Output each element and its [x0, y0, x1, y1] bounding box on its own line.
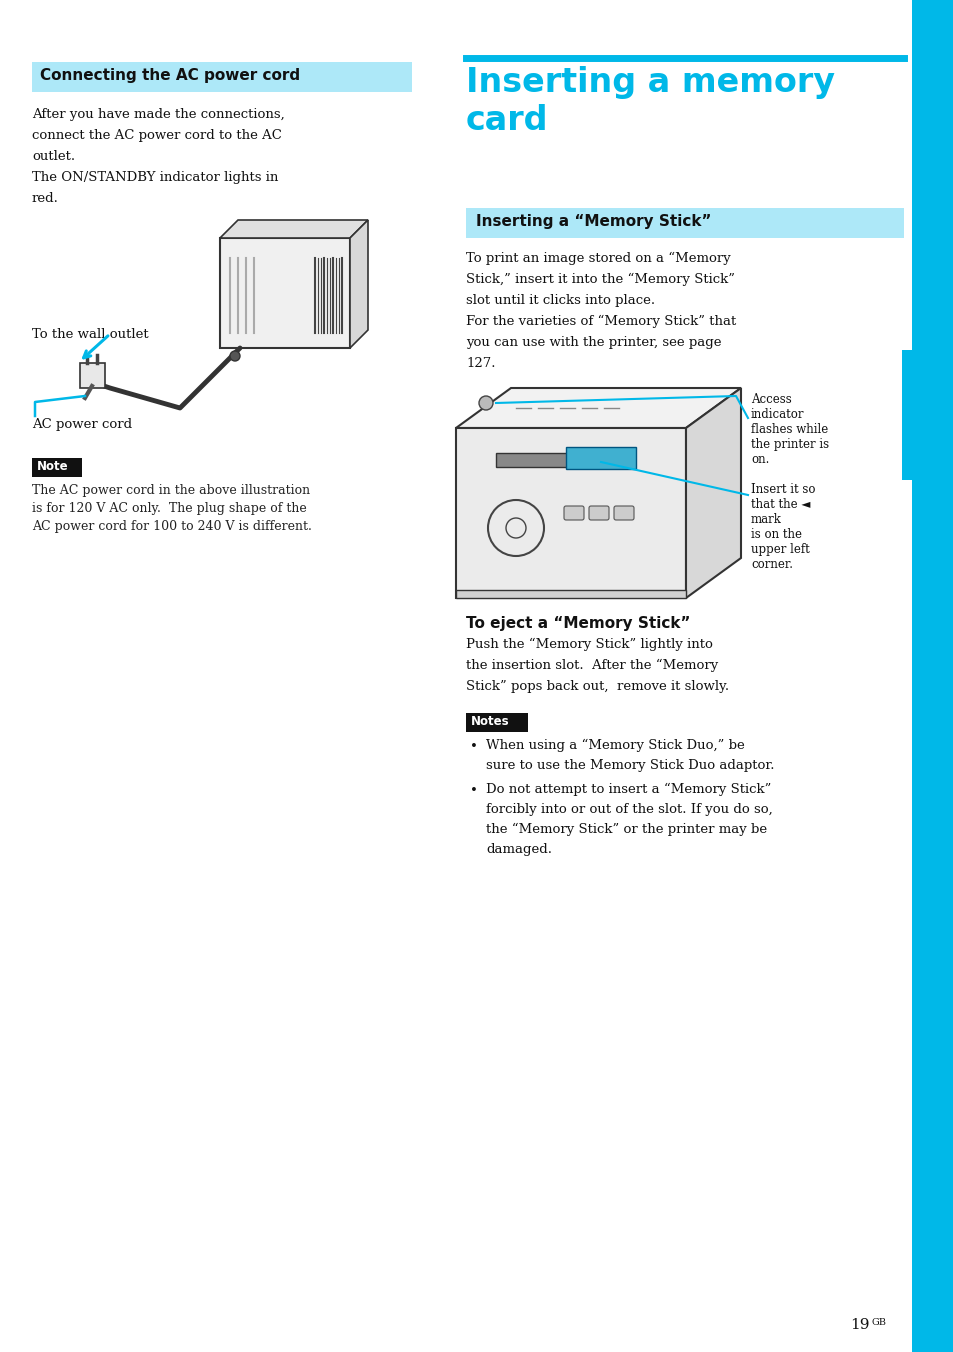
Text: flashes while: flashes while: [750, 423, 827, 435]
Text: you can use with the printer, see page: you can use with the printer, see page: [465, 337, 720, 349]
Text: 127.: 127.: [465, 357, 495, 370]
Text: 19: 19: [850, 1318, 869, 1332]
Text: Notes: Notes: [471, 715, 509, 727]
Text: The ON/STANDBY indicator lights in: The ON/STANDBY indicator lights in: [32, 170, 278, 184]
Bar: [456, 589, 685, 598]
Text: Insert it so: Insert it so: [750, 483, 815, 496]
FancyBboxPatch shape: [588, 506, 608, 521]
Text: on.: on.: [750, 453, 768, 466]
FancyBboxPatch shape: [565, 448, 636, 469]
Bar: [901, 350, 911, 480]
Text: outlet.: outlet.: [32, 150, 75, 164]
Bar: [220, 238, 350, 347]
FancyBboxPatch shape: [614, 506, 634, 521]
Text: the “Memory Stick” or the printer may be: the “Memory Stick” or the printer may be: [485, 823, 766, 837]
Bar: [32, 458, 82, 477]
Bar: [32, 62, 412, 92]
Polygon shape: [456, 429, 685, 598]
Text: •: •: [470, 784, 477, 796]
Text: Access: Access: [750, 393, 791, 406]
Bar: [911, 0, 953, 1352]
FancyBboxPatch shape: [563, 506, 583, 521]
Text: connect the AC power cord to the AC: connect the AC power cord to the AC: [32, 128, 281, 142]
Text: forcibly into or out of the slot. If you do so,: forcibly into or out of the slot. If you…: [485, 803, 772, 817]
Text: The AC power cord in the above illustration: The AC power cord in the above illustrat…: [32, 484, 310, 498]
Polygon shape: [220, 220, 368, 238]
Text: damaged.: damaged.: [485, 844, 552, 856]
Text: that the ◄: that the ◄: [750, 498, 809, 511]
Text: Push the “Memory Stick” lightly into: Push the “Memory Stick” lightly into: [465, 638, 712, 652]
Text: is for 120 V AC only.  The plug shape of the: is for 120 V AC only. The plug shape of …: [32, 502, 307, 515]
Text: slot until it clicks into place.: slot until it clicks into place.: [465, 293, 655, 307]
Text: When using a “Memory Stick Duo,” be: When using a “Memory Stick Duo,” be: [485, 740, 744, 752]
Text: Inserting a “Memory Stick”: Inserting a “Memory Stick”: [476, 214, 711, 228]
Polygon shape: [685, 388, 740, 598]
Text: the insertion slot.  After the “Memory: the insertion slot. After the “Memory: [465, 658, 718, 672]
Circle shape: [230, 352, 240, 361]
Text: AC power cord: AC power cord: [32, 418, 132, 431]
Text: red.: red.: [32, 192, 59, 206]
Text: To the wall outlet: To the wall outlet: [32, 329, 149, 341]
Text: Printing using a TV monitor  (MONITOR OUT mode): Printing using a TV monitor (MONITOR OUT…: [927, 1048, 937, 1324]
Bar: [465, 713, 527, 731]
Text: To eject a “Memory Stick”: To eject a “Memory Stick”: [465, 617, 690, 631]
Text: •: •: [470, 740, 477, 753]
Polygon shape: [350, 220, 368, 347]
Text: indicator: indicator: [750, 408, 803, 420]
Text: AC power cord for 100 to 240 V is different.: AC power cord for 100 to 240 V is differ…: [32, 521, 312, 533]
Text: mark: mark: [750, 512, 781, 526]
Text: corner.: corner.: [750, 558, 792, 571]
Text: Inserting a memory: Inserting a memory: [465, 66, 834, 99]
Text: Stick,” insert it into the “Memory Stick”: Stick,” insert it into the “Memory Stick…: [465, 273, 734, 287]
Text: After you have made the connections,: After you have made the connections,: [32, 108, 284, 120]
Bar: [496, 453, 576, 466]
Polygon shape: [456, 388, 740, 429]
Text: Note: Note: [37, 460, 69, 473]
Text: sure to use the Memory Stick Duo adaptor.: sure to use the Memory Stick Duo adaptor…: [485, 758, 774, 772]
Text: is on the: is on the: [750, 529, 801, 541]
Text: the printer is: the printer is: [750, 438, 828, 452]
Text: upper left: upper left: [750, 544, 809, 556]
Text: To print an image stored on a “Memory: To print an image stored on a “Memory: [465, 251, 730, 265]
Text: GB: GB: [871, 1318, 886, 1328]
Text: Connecting the AC power cord: Connecting the AC power cord: [40, 68, 300, 82]
Polygon shape: [80, 362, 105, 388]
Text: Stick” pops back out,  remove it slowly.: Stick” pops back out, remove it slowly.: [465, 680, 728, 694]
Text: Do not attempt to insert a “Memory Stick”: Do not attempt to insert a “Memory Stick…: [485, 783, 771, 796]
Text: card: card: [465, 104, 548, 137]
Bar: [465, 208, 903, 238]
Text: For the varieties of “Memory Stick” that: For the varieties of “Memory Stick” that: [465, 315, 736, 329]
Circle shape: [478, 396, 493, 410]
